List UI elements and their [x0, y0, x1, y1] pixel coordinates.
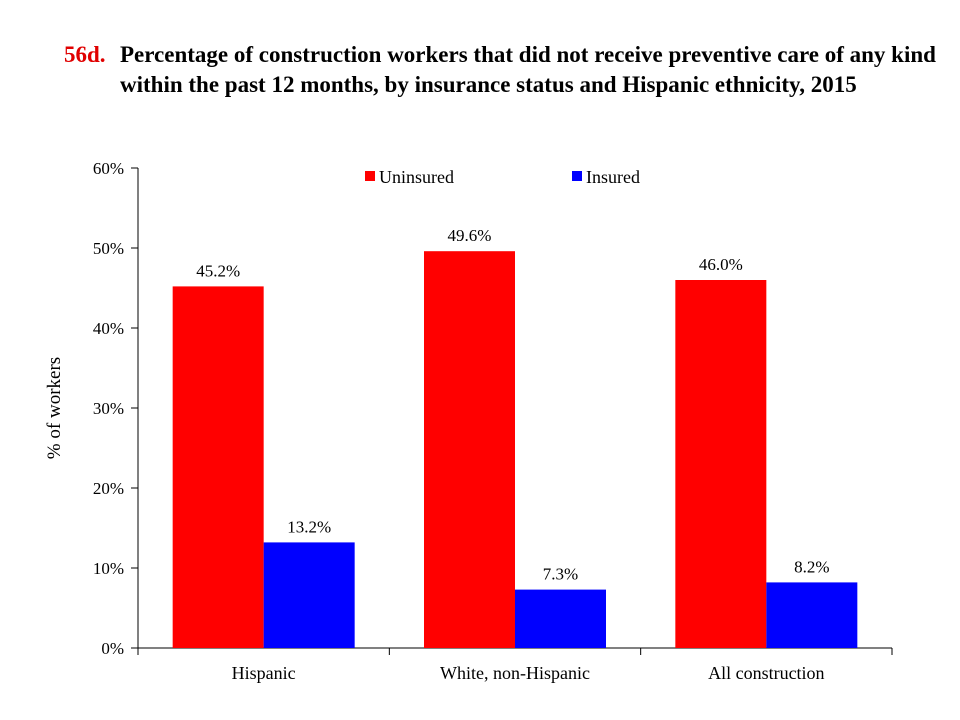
chart-title-number: 56d.	[64, 42, 106, 67]
y-axis-title: % of workers	[44, 357, 65, 459]
legend-label: Insured	[586, 167, 640, 187]
bar-value-label: 49.6%	[448, 226, 492, 245]
legend-label: Uninsured	[379, 167, 454, 187]
chart-title-text: Percentage of construction workers that …	[120, 42, 936, 97]
y-axis: 0% 10% 20% 30% 40% 50% 60%	[93, 159, 139, 658]
bar-uninsured	[424, 251, 515, 648]
y-tick-label: 30%	[93, 399, 124, 418]
bar-group	[172, 251, 858, 648]
x-tick-label: All construction	[708, 663, 824, 683]
legend: Uninsured Insured	[365, 167, 640, 187]
data-labels: 45.2% 49.6% 46.0% 13.2% 7.3% 8.2%	[196, 226, 829, 583]
x-axis: Hispanic White, non-Hispanic All construct…	[137, 647, 893, 683]
legend-swatch-uninsured	[365, 171, 375, 181]
bar-value-label: 7.3%	[543, 565, 578, 584]
bar-value-label: 13.2%	[287, 517, 331, 536]
bar-insured	[263, 542, 355, 648]
y-tick-label: 60%	[93, 159, 124, 178]
bar-value-label: 8.2%	[794, 557, 829, 576]
chart-title: 56d. Percentage of construction workers …	[64, 40, 944, 100]
bar-value-label: 46.0%	[699, 255, 743, 274]
y-tick-label: 40%	[93, 319, 124, 338]
bar-uninsured	[172, 286, 264, 648]
y-tick-label: 20%	[93, 479, 124, 498]
bar-uninsured	[675, 280, 767, 648]
y-tick-label: 10%	[93, 559, 124, 578]
bar-value-label: 45.2%	[196, 261, 240, 280]
y-tick-label: 50%	[93, 239, 124, 258]
x-tick-label: White, non-Hispanic	[440, 663, 590, 683]
bar-insured	[515, 589, 606, 648]
legend-swatch-insured	[572, 171, 582, 181]
bar-insured	[766, 582, 858, 648]
x-tick-label: Hispanic	[232, 663, 296, 683]
y-tick-label: 0%	[101, 639, 124, 658]
